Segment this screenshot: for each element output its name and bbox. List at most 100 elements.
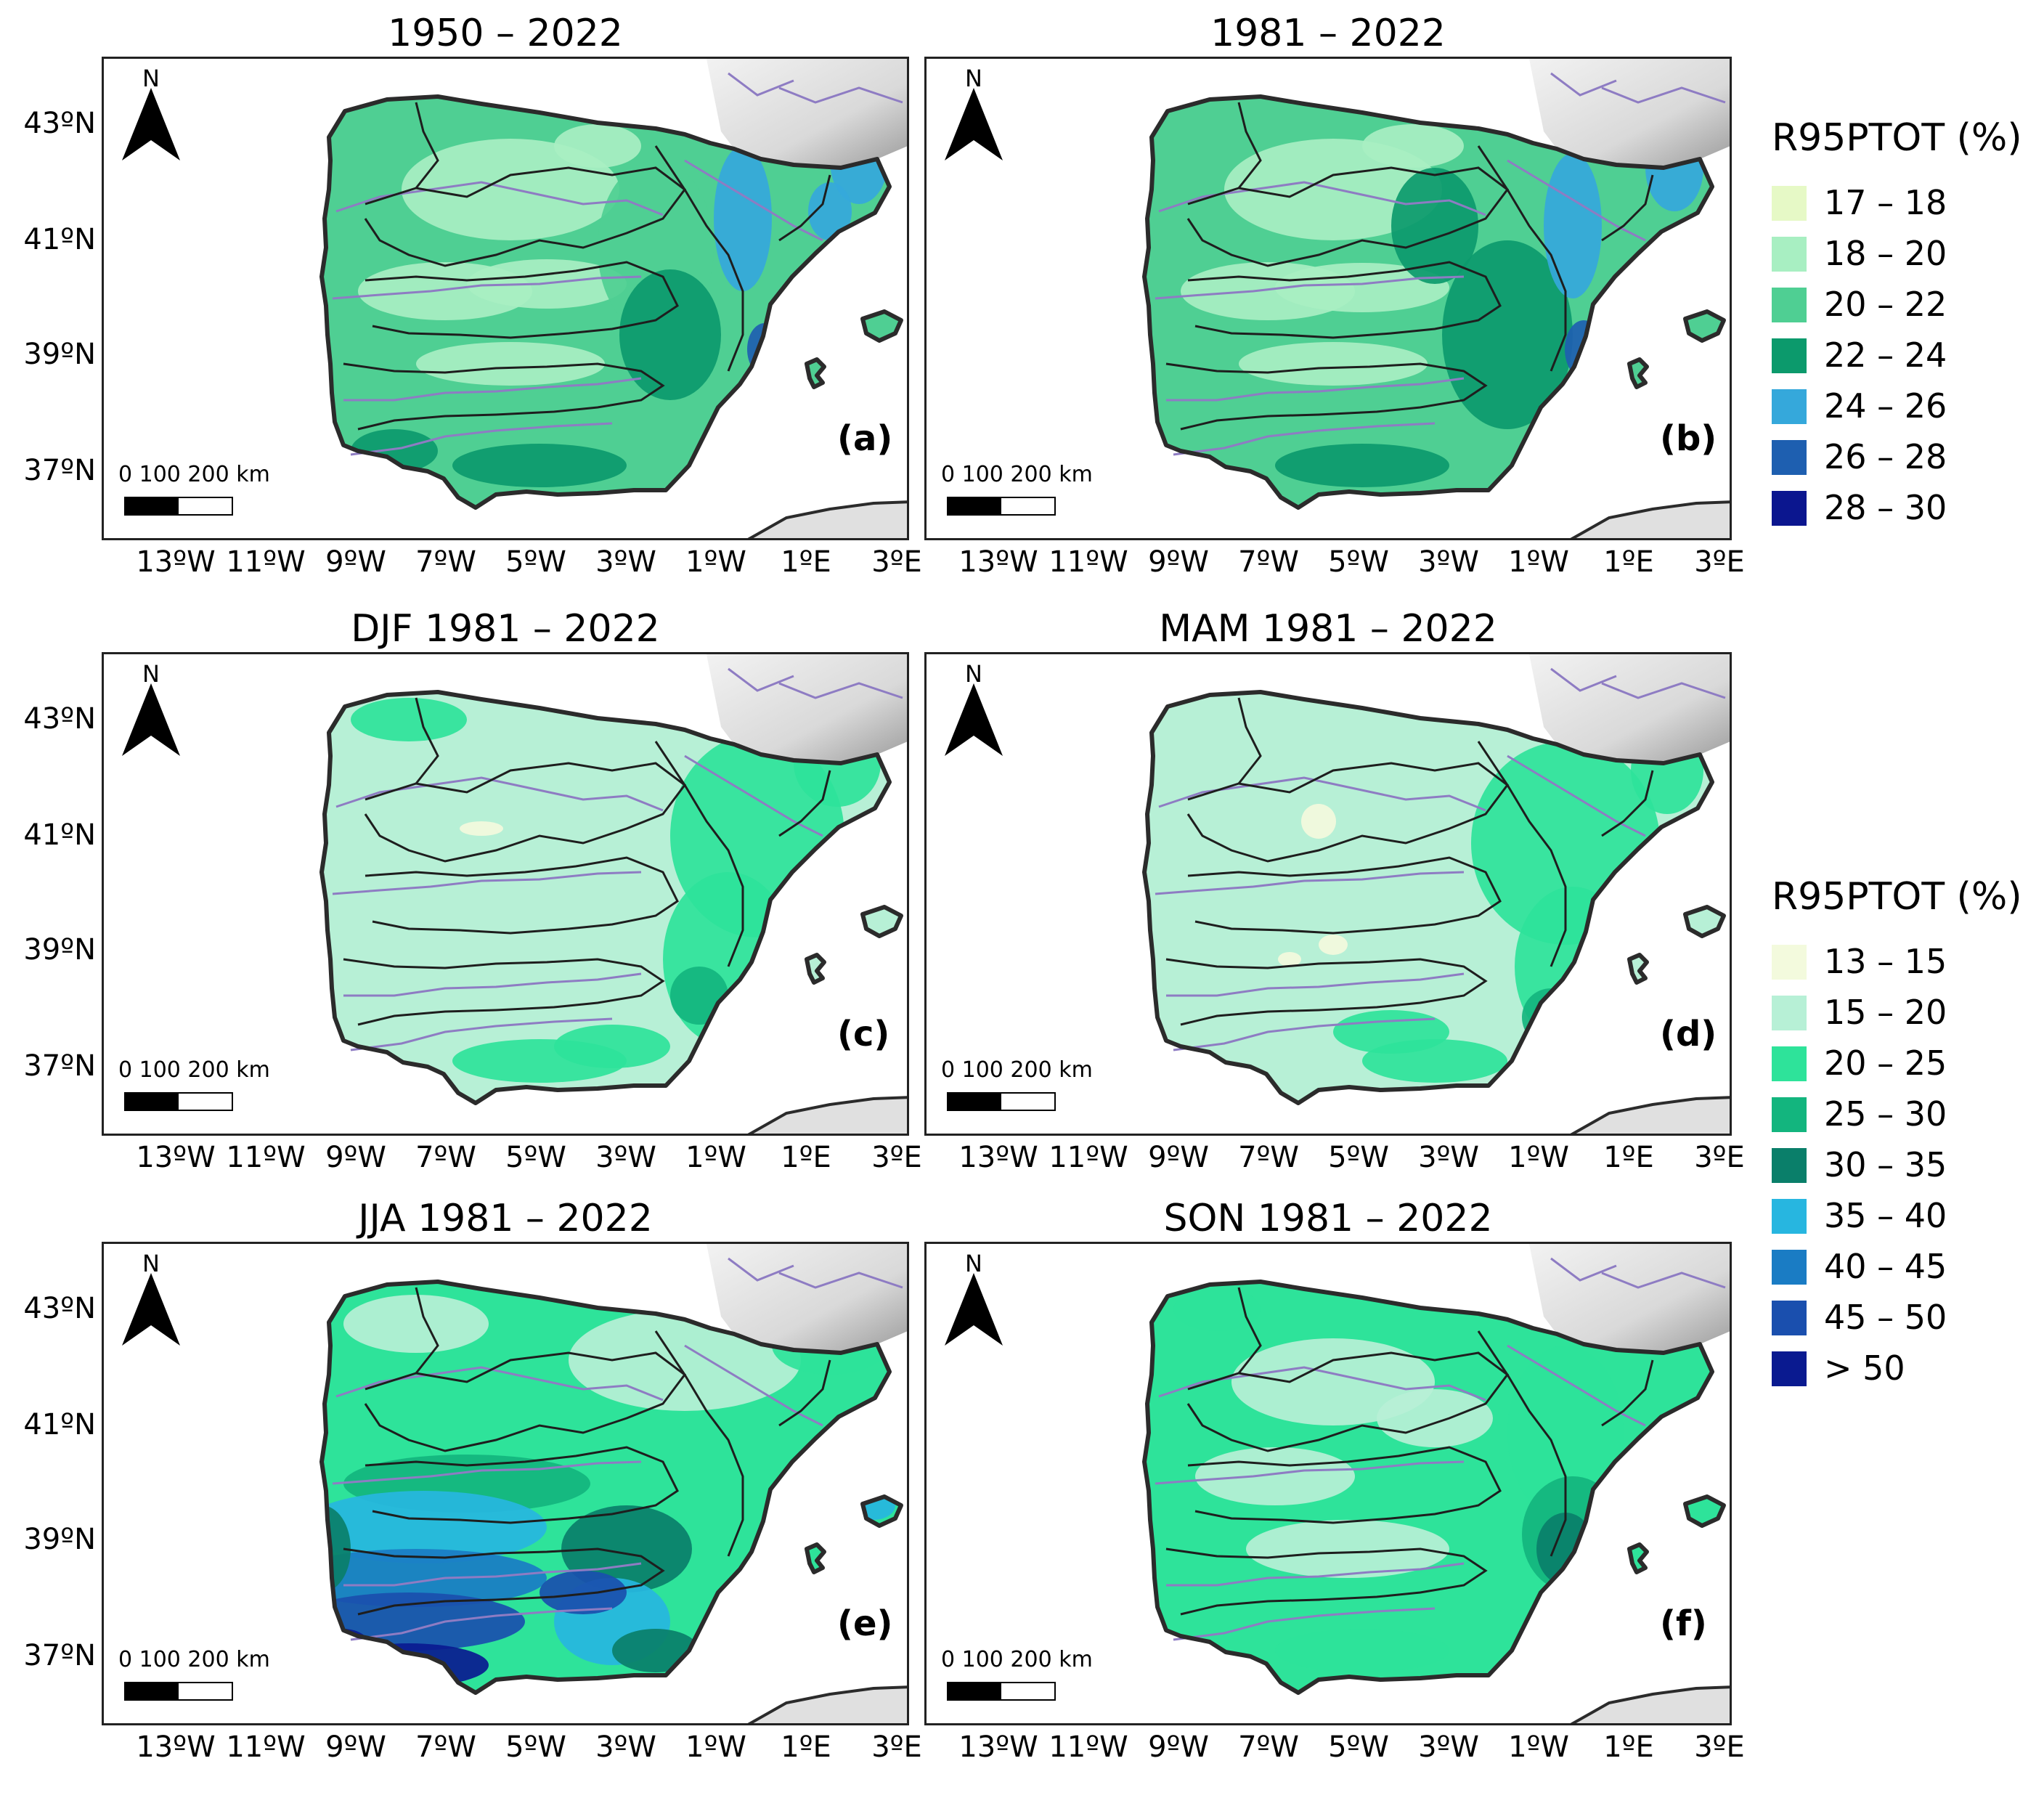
legend-item-label: 24 – 26 xyxy=(1824,386,1947,426)
legend-item: 26 – 28 xyxy=(1772,433,2022,484)
legend-swatch xyxy=(1772,186,1807,221)
y-tick-label: 43ºN xyxy=(23,702,96,736)
panel-label: (d) xyxy=(1660,1014,1717,1054)
value-zone xyxy=(1391,168,1478,284)
legend-item: 13 – 15 xyxy=(1772,937,2022,988)
africa-coast xyxy=(1570,500,1730,538)
north-arrow-icon: N xyxy=(111,1251,191,1346)
scale-bar-label: 0 100 200 km xyxy=(941,1057,1093,1083)
value-zone xyxy=(1507,1346,1624,1520)
basin-border xyxy=(1186,762,1510,863)
x-tick-label: 3ºE xyxy=(1694,545,1745,579)
river xyxy=(335,181,664,216)
legend-annual: R95PTOT (%) 17 – 18 18 – 20 20 – 22 22 – 24… xyxy=(1772,116,2022,534)
basin-border xyxy=(1601,770,1654,837)
x-tick-label: 11ºW xyxy=(1049,545,1128,579)
river xyxy=(350,1607,613,1641)
coastline xyxy=(805,1542,826,1574)
legend-swatch xyxy=(1772,338,1807,373)
x-tick-label: 11ºW xyxy=(226,545,306,579)
y-tick-label: 43ºN xyxy=(23,107,96,140)
river xyxy=(1173,1017,1436,1051)
x-tick-label: 3ºE xyxy=(1694,1730,1745,1764)
value-zone xyxy=(1319,935,1348,955)
coastline xyxy=(805,953,826,985)
value-zone xyxy=(1333,1010,1449,1054)
value-zone xyxy=(808,182,852,240)
north-arrow-icon: N xyxy=(934,1251,1014,1346)
x-tick-label: 1ºE xyxy=(781,545,831,579)
x-tick-label: 13ºW xyxy=(958,1141,1038,1174)
x-tick-label: 9ºW xyxy=(1148,1730,1209,1764)
river xyxy=(1550,667,1617,692)
basin-border xyxy=(343,958,665,1026)
panel-title: SON 1981 – 2022 xyxy=(1163,1197,1493,1240)
legend-item-label: 13 – 15 xyxy=(1824,942,1947,981)
value-zone xyxy=(1173,1288,1261,1331)
scale-bar: 0 100 200 km xyxy=(118,1647,270,1705)
panel-title: 1981 – 2022 xyxy=(1210,12,1446,55)
north-label: N xyxy=(142,1250,160,1277)
legend-swatch xyxy=(1772,1046,1807,1081)
x-tick-label: 5ºW xyxy=(1328,1141,1389,1174)
basin-border xyxy=(1237,1287,1262,1374)
legend-swatch xyxy=(1772,945,1807,980)
legend-item: 24 – 26 xyxy=(1772,382,2022,433)
x-tick-label: 13ºW xyxy=(136,1730,216,1764)
map-svg xyxy=(319,654,907,1134)
scale-bar-label: 0 100 200 km xyxy=(118,1057,270,1083)
scale-bar-label: 0 100 200 km xyxy=(118,1647,270,1672)
legend-item-label: 40 – 45 xyxy=(1824,1247,1947,1286)
value-zone xyxy=(322,1491,547,1563)
river xyxy=(332,275,642,300)
legend-swatch xyxy=(1772,237,1807,272)
y-tick-label: 39ºN xyxy=(23,933,96,967)
x-tick-label: 5ºW xyxy=(505,545,566,579)
panel-label: (c) xyxy=(837,1014,890,1054)
x-tick-label: 1ºW xyxy=(1508,1730,1569,1764)
basin-border xyxy=(1165,362,1488,431)
x-tick-label: 5ºW xyxy=(505,1730,566,1764)
legend-swatch xyxy=(1772,1199,1807,1234)
river xyxy=(1601,86,1726,104)
north-label: N xyxy=(142,65,160,92)
river xyxy=(350,1017,613,1051)
map-svg xyxy=(1142,59,1730,538)
y-tick-label: 37ºN xyxy=(23,454,96,487)
map-svg xyxy=(1142,1244,1730,1723)
x-tick-label: 3ºW xyxy=(595,1730,656,1764)
x-tick-label: 5ºW xyxy=(1328,545,1389,579)
coastline xyxy=(805,357,826,389)
map-svg xyxy=(319,1244,907,1723)
panel-label: (b) xyxy=(1660,418,1717,459)
river xyxy=(1173,1607,1436,1641)
river xyxy=(728,72,794,97)
basin-border xyxy=(1187,856,1502,935)
river xyxy=(1158,1366,1486,1402)
x-tick-label: 1ºW xyxy=(1508,545,1569,579)
legend-item: 18 – 20 xyxy=(1772,229,2022,280)
basin-border xyxy=(1477,145,1567,372)
panel-title: JJA 1981 – 2022 xyxy=(358,1197,653,1240)
y-tick-label: 39ºN xyxy=(23,1523,96,1556)
river xyxy=(1507,754,1646,837)
panel-title: 1950 – 2022 xyxy=(388,12,623,55)
coastline xyxy=(1683,905,1726,938)
coastline xyxy=(860,309,903,343)
africa-coast xyxy=(747,1096,907,1134)
coastline xyxy=(1683,1494,1726,1528)
basin-border xyxy=(1601,1359,1654,1427)
legend-item: 20 – 22 xyxy=(1772,280,2022,331)
value-zone xyxy=(1377,1389,1493,1447)
legend-item-label: 45 – 50 xyxy=(1824,1298,1947,1337)
france-relief xyxy=(1529,654,1730,763)
x-tick-label: 1ºW xyxy=(1508,1141,1569,1174)
river xyxy=(1166,972,1465,997)
river xyxy=(335,1366,664,1402)
x-tick-label: 1ºE xyxy=(1603,1141,1654,1174)
north-arrow-icon: N xyxy=(934,66,1014,160)
legend-item: 35 – 40 xyxy=(1772,1192,2022,1242)
legend-item: 28 – 30 xyxy=(1772,484,2022,534)
value-zone xyxy=(1275,444,1449,487)
value-zone xyxy=(322,1592,525,1651)
